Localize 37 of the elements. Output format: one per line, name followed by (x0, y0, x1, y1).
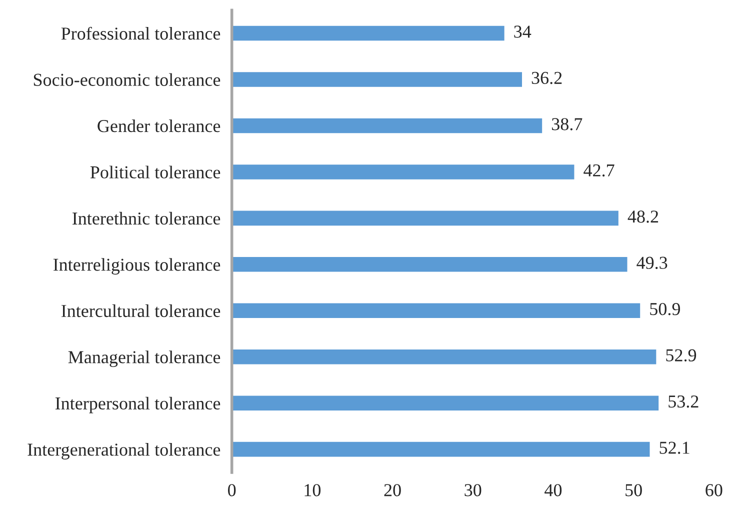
data-label: 38.7 (552, 118, 582, 130)
data-label: 49.3 (636, 256, 668, 270)
y-tick-label: Political tolerance (90, 166, 220, 178)
y-tick-label: Managerial tolerance (68, 350, 220, 368)
bar (232, 394, 660, 412)
bar (232, 302, 642, 320)
data-label: 53.2 (668, 395, 698, 408)
y-tick-label: Interpersonal tolerance (55, 396, 220, 414)
data-label: 42.7 (584, 164, 614, 177)
x-tick-label: 50 (626, 484, 642, 496)
bar (232, 209, 620, 227)
data-label: 34 (514, 26, 532, 38)
bar (232, 256, 629, 274)
data-label: 52.9 (666, 349, 696, 362)
y-tick-label: Intergenerational tolerance (28, 443, 220, 460)
y-tick-label: Interreligious tolerance (53, 258, 220, 275)
bar (232, 116, 544, 135)
x-tick-label: 40 (544, 484, 562, 496)
y-tick-label: Professional tolerance (61, 26, 220, 40)
x-tick-label: 0 (228, 484, 236, 496)
x-tick-label: 10 (304, 484, 321, 496)
x-tick-label: 20 (384, 484, 401, 496)
y-tick-label: Socio-economic tolerance (34, 73, 220, 86)
data-label: 36.2 (532, 72, 562, 84)
bar (232, 440, 652, 458)
y-tick-label: Gender tolerance (98, 119, 220, 132)
bar (232, 24, 506, 42)
y-tick-label: Intercultural tolerance (61, 304, 220, 318)
data-label: 50.9 (650, 302, 680, 316)
y-tick-label: Interethnic tolerance (72, 212, 220, 225)
data-label: 48.2 (628, 210, 658, 223)
data-label: 52.1 (660, 442, 690, 454)
bar (232, 70, 524, 88)
x-tick-label: 60 (706, 484, 722, 496)
bar (232, 163, 576, 181)
x-tick-label: 30 (464, 484, 482, 496)
bar (232, 348, 658, 366)
